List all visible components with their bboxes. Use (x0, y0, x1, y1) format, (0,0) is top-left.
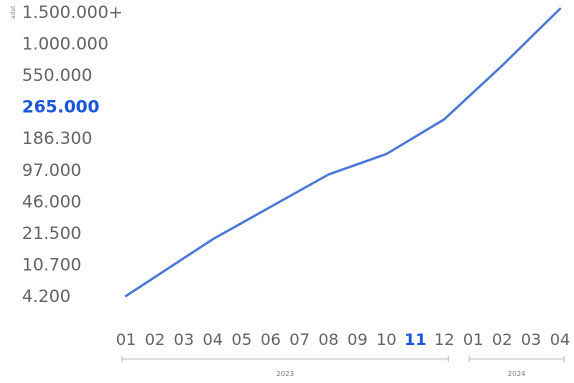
year-label: 2024 (508, 370, 526, 378)
x-tick-label: 04 (203, 330, 223, 349)
y-tick-label: 97.000 (22, 161, 81, 181)
x-tick-label: 05 (232, 330, 252, 349)
x-tick-label: 03 (521, 330, 541, 349)
x-tick-label: 10 (376, 330, 396, 349)
x-tick-label: 04 (550, 330, 570, 349)
x-tick-label: 02 (492, 330, 512, 349)
y-tick-label: 550.000 (22, 66, 92, 86)
x-tick-label: 02 (145, 330, 165, 349)
y-tick-label: 10.700 (22, 255, 81, 275)
year-label: 2023 (276, 370, 294, 378)
year-groups: 2023 2024 (121, 356, 565, 378)
y-axis-unit-label: adet (10, 5, 17, 19)
x-tick-label: 09 (347, 330, 367, 349)
y-axis: 4.200 10.700 21.500 46.000 97.000 186.300 265.… (22, 3, 123, 307)
x-tick-label: 11 (404, 330, 426, 349)
x-tick-label: 08 (318, 330, 338, 349)
y-tick-label: 1.500.000+ (22, 3, 123, 23)
y-tick-label: 186.300 (22, 129, 92, 149)
y-tick-label: 1.000.000 (22, 35, 109, 55)
plot-area (124, 7, 562, 298)
x-tick-label: 01 (116, 330, 136, 349)
year-bracket (468, 356, 565, 362)
year-bracket (121, 356, 449, 362)
x-tick-label: 12 (434, 330, 454, 349)
x-tick-label: 03 (174, 330, 194, 349)
y-tick-label: 4.200 (22, 287, 71, 307)
y-tick-label: 265.000 (22, 98, 100, 118)
x-tick-label: 07 (289, 330, 309, 349)
y-tick-label: 46.000 (22, 192, 81, 212)
x-tick-label: 01 (463, 330, 483, 349)
x-axis: 01 02 03 04 05 06 07 08 09 10 11 12 01 02 03 04 (116, 330, 570, 349)
series-line (124, 7, 562, 298)
x-tick-label: 06 (260, 330, 280, 349)
y-tick-label: 21.500 (22, 224, 81, 244)
